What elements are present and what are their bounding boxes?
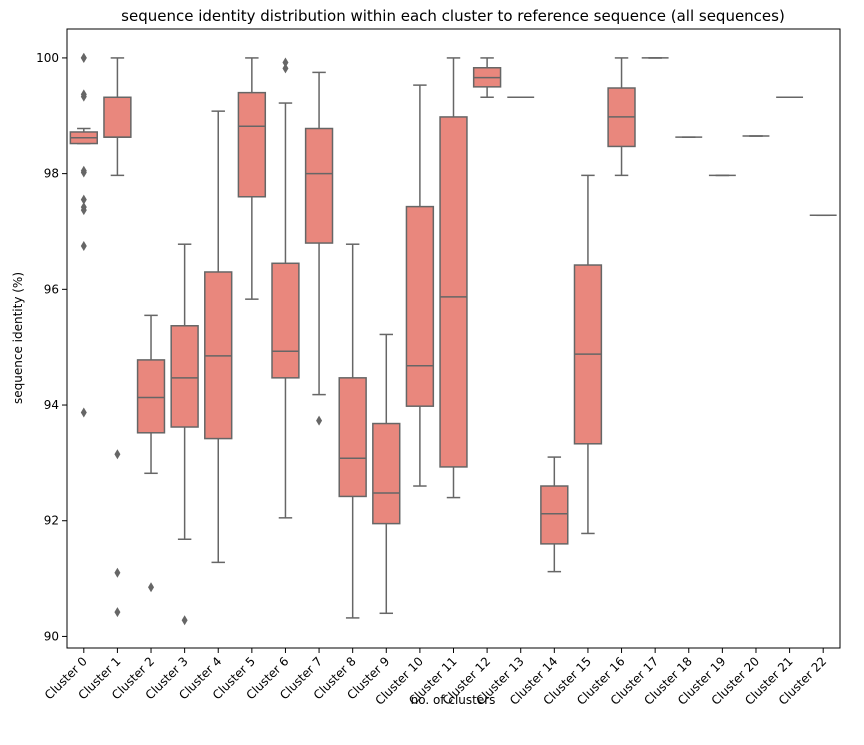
box-iqr	[237, 91, 267, 198]
box-group	[607, 57, 636, 177]
outlier-point	[114, 449, 121, 460]
y-tick-label: 100	[36, 51, 59, 65]
box-iqr	[136, 359, 166, 434]
outlier-point	[114, 607, 121, 618]
box-iqr	[170, 325, 199, 428]
plot-area	[69, 52, 837, 626]
y-tick-label: 92	[44, 514, 59, 528]
outlier-point	[80, 167, 87, 178]
box-iqr	[338, 377, 367, 498]
box-group	[69, 52, 98, 418]
box-group	[439, 57, 468, 499]
outlier-point	[80, 52, 87, 63]
box-group	[271, 57, 300, 519]
box-group	[136, 314, 166, 593]
outlier-point	[316, 415, 323, 426]
outlier-point	[80, 194, 87, 205]
outlier-point	[80, 240, 87, 251]
outlier-point	[80, 205, 87, 216]
y-tick-label: 96	[44, 282, 59, 296]
box-group	[338, 243, 367, 619]
outlier-point	[282, 57, 289, 68]
box-iqr	[372, 422, 401, 525]
box-group	[405, 84, 435, 487]
y-tick-label: 98	[44, 167, 59, 181]
y-tick-label: 94	[44, 398, 59, 412]
box-iqr	[540, 485, 569, 545]
box-group	[540, 456, 569, 573]
outlier-point	[282, 63, 289, 74]
box-iqr	[304, 127, 334, 244]
y-axis-label: sequence identity (%)	[11, 272, 25, 404]
box-group	[472, 57, 502, 99]
outlier-point	[80, 91, 87, 102]
box-group	[304, 71, 334, 426]
outlier-point	[80, 407, 87, 418]
box-group	[573, 174, 603, 535]
outlier-point	[148, 582, 155, 593]
box-group	[103, 57, 132, 618]
y-tick-label: 90	[44, 629, 59, 643]
outlier-point	[181, 615, 188, 626]
box-group	[237, 57, 267, 300]
box-group	[170, 243, 199, 626]
box-iqr	[103, 96, 132, 138]
x-axis-label: no. of clusters	[411, 693, 496, 707]
chart-title: sequence identity distribution within ea…	[121, 7, 785, 25]
box-iqr	[271, 262, 300, 379]
box-iqr	[439, 116, 468, 468]
outlier-point	[114, 567, 121, 578]
box-group	[372, 333, 401, 615]
box-group	[204, 110, 233, 564]
box-iqr	[405, 205, 435, 407]
